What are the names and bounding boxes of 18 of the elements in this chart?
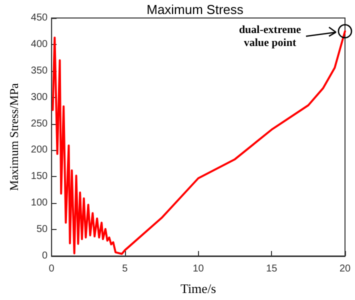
y-tick-label: 150 bbox=[30, 171, 48, 182]
y-tick-label: 200 bbox=[30, 144, 48, 156]
x-tick-label: 15 bbox=[266, 264, 278, 274]
annotation: dual-extreme value point bbox=[238, 24, 302, 50]
y-tick-label: 300 bbox=[30, 92, 48, 103]
y-tick-label: 350 bbox=[30, 65, 48, 76]
y-tick-label: 50 bbox=[36, 224, 48, 236]
y-axis-title: Maximum Stress/MPa bbox=[7, 82, 21, 191]
y-tick-label: 0 bbox=[42, 250, 48, 262]
x-tick-label: 20 bbox=[339, 264, 351, 274]
x-tick-label: 10 bbox=[192, 264, 204, 274]
chart-title: Maximum Stress bbox=[146, 2, 244, 17]
y-tick-label: 400 bbox=[30, 38, 48, 50]
x-axis-title: Time/s bbox=[180, 281, 216, 296]
x-tick-label: 5 bbox=[122, 264, 128, 274]
y-tick-label: 100 bbox=[30, 198, 48, 209]
y-tick-label: 450 bbox=[30, 12, 48, 24]
y-tick-label: 250 bbox=[30, 118, 48, 130]
